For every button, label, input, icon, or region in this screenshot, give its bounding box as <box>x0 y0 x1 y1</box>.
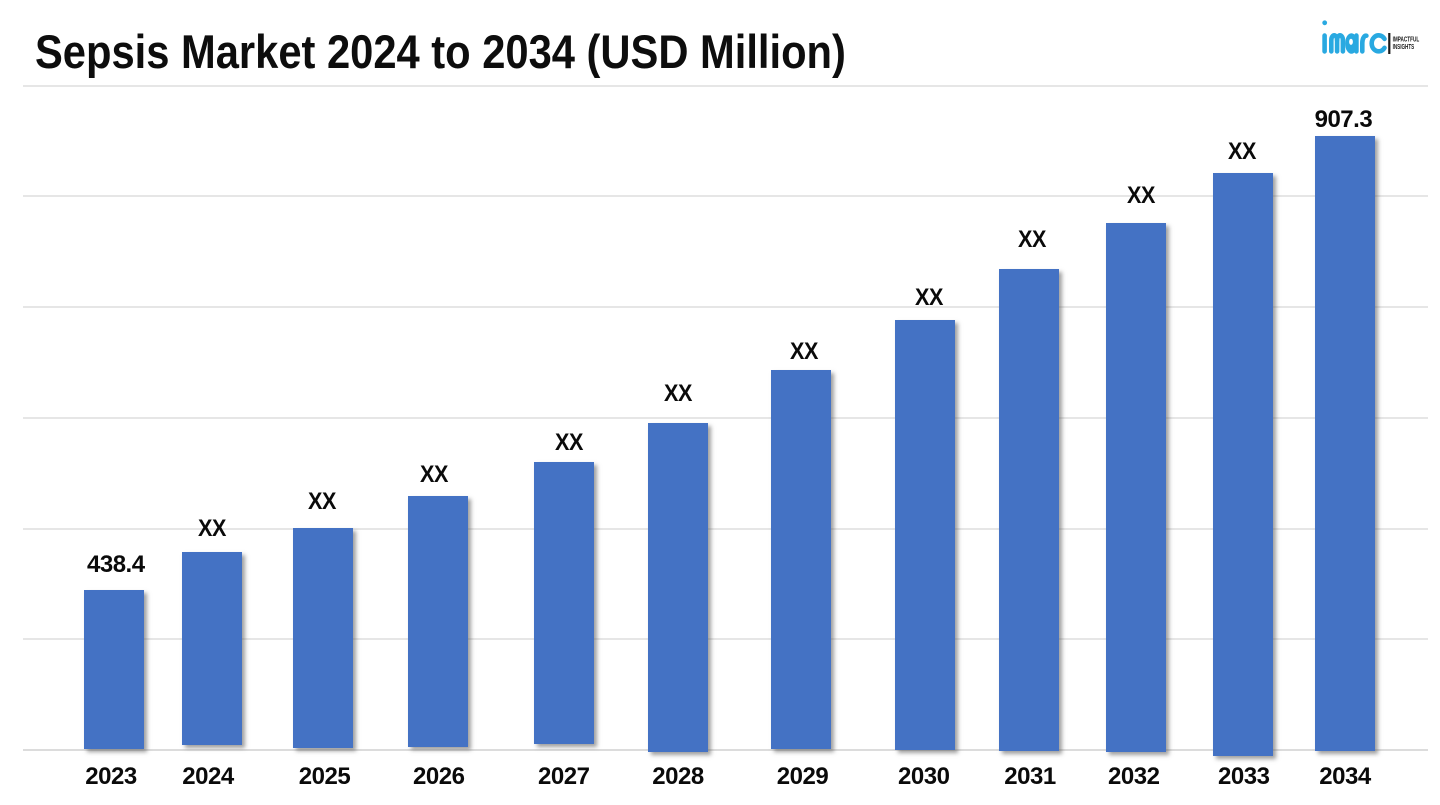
svg-text:IMPACTFUL: IMPACTFUL <box>1393 35 1420 44</box>
svg-text:INSIGHTS: INSIGHTS <box>1393 42 1415 51</box>
